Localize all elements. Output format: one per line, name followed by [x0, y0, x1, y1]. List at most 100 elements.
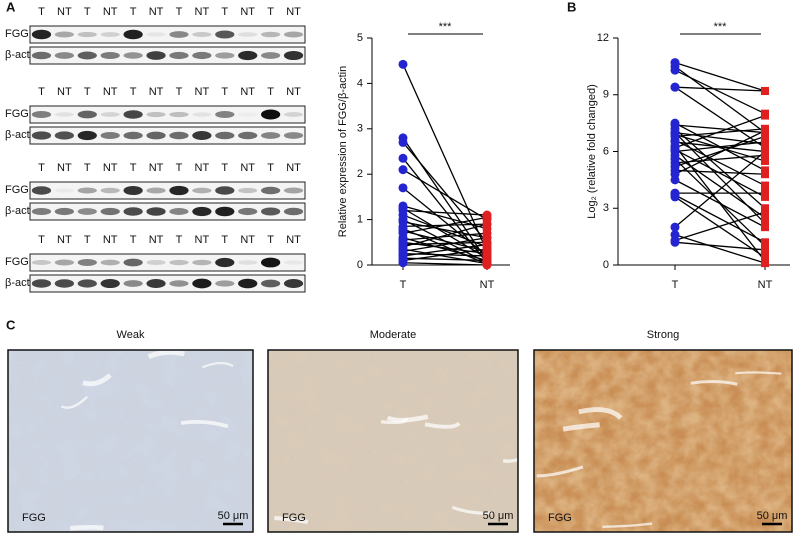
point [761, 170, 769, 179]
lane-label: T [267, 86, 274, 98]
lane-label: T [176, 86, 183, 98]
band [123, 280, 143, 287]
point [482, 244, 492, 254]
band [169, 280, 189, 287]
ihc-frame [267, 349, 519, 533]
pair-line [674, 124, 766, 134]
ihc-nuclei [268, 350, 518, 532]
point [398, 183, 408, 193]
band [146, 207, 166, 216]
band [77, 130, 97, 141]
point [761, 111, 769, 120]
annotation: *** [439, 21, 453, 33]
y-tick-label: 12 [597, 32, 609, 44]
band [238, 278, 258, 289]
band [31, 29, 52, 40]
lane-label: T [221, 86, 228, 98]
panel-label: B [567, 0, 576, 14]
point [761, 253, 769, 262]
point [761, 223, 769, 232]
y-tick-label: 3 [603, 202, 609, 214]
band [31, 51, 52, 60]
pair-line [674, 114, 766, 149]
pair-line [402, 241, 488, 246]
band [192, 259, 212, 266]
row-label: FGG [5, 108, 29, 120]
pair-line [674, 69, 766, 115]
pair-line [674, 128, 766, 138]
band [100, 187, 120, 194]
band [77, 51, 97, 60]
y-tick-label: 6 [603, 145, 609, 157]
lane-label: NT [103, 86, 118, 98]
band [100, 32, 120, 37]
lumen [60, 395, 89, 409]
band [238, 207, 258, 216]
band [146, 51, 166, 60]
point [761, 245, 769, 254]
band [54, 52, 74, 59]
pair-line [402, 169, 488, 221]
band [261, 132, 281, 139]
band [123, 131, 143, 140]
point [670, 65, 680, 75]
lumen [690, 380, 738, 386]
pair-line [674, 179, 766, 228]
band [215, 30, 235, 39]
band [238, 187, 258, 194]
pair-line [402, 223, 488, 248]
band [215, 257, 235, 268]
point [761, 213, 769, 222]
lumen [502, 452, 532, 463]
x-tick-label: T [400, 279, 407, 291]
point [761, 138, 769, 147]
blot-box [29, 253, 306, 272]
lane-label: T [176, 162, 183, 174]
y-tick-label: 9 [603, 89, 609, 101]
point [398, 137, 408, 147]
lumen [180, 420, 229, 429]
pair-line [674, 141, 766, 153]
pair-line [402, 187, 488, 257]
blot-box [29, 105, 306, 124]
lumen [147, 349, 185, 359]
lane-label: T [267, 6, 274, 18]
band [261, 257, 281, 268]
lane-label: NT [240, 86, 255, 98]
pair-line [402, 214, 488, 248]
point [670, 82, 680, 92]
pair-line [674, 139, 766, 187]
pair-line [674, 194, 766, 243]
y-tick-label: 5 [357, 32, 363, 44]
band [54, 131, 74, 140]
y-tick-label: 2 [357, 168, 363, 180]
band [100, 131, 120, 140]
band [77, 110, 97, 119]
pair-line [674, 241, 766, 251]
lane-label: T [84, 234, 91, 246]
lane-label: T [176, 6, 183, 18]
lane-label: T [267, 162, 274, 174]
pair-line [402, 230, 488, 253]
point [398, 153, 408, 163]
band [100, 112, 120, 117]
lane-label: T [84, 6, 91, 18]
point [761, 181, 769, 190]
point [398, 258, 408, 268]
band [192, 187, 212, 194]
band [192, 51, 212, 60]
pair-line [402, 207, 488, 259]
pair-line [402, 237, 488, 253]
stain-label: FGG [282, 512, 306, 524]
band [283, 50, 304, 61]
pair-line [674, 61, 766, 92]
row-label: FGG [5, 256, 29, 268]
band [31, 131, 52, 140]
lane-label: NT [57, 162, 72, 174]
band [169, 131, 189, 140]
band [77, 259, 97, 266]
pair-line [674, 169, 766, 175]
band [238, 260, 258, 265]
scale-label: 50 μm [757, 510, 788, 522]
band [54, 188, 74, 193]
